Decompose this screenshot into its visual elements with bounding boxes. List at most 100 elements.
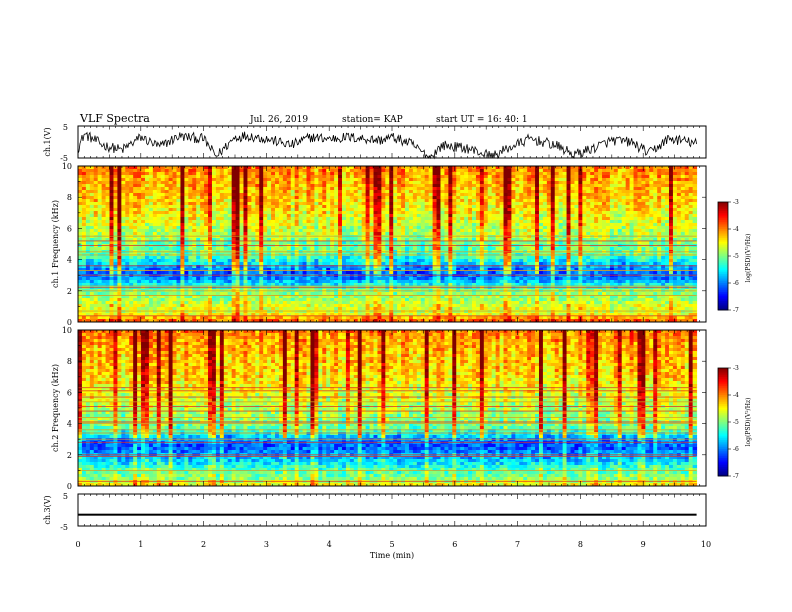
spectrogram-cell <box>235 187 241 191</box>
spectrogram-cell <box>168 172 174 176</box>
spectrogram-cell <box>495 214 501 218</box>
spectrogram-cell <box>653 205 658 209</box>
spectrogram-cell <box>290 190 296 194</box>
spectrogram-cell <box>294 208 300 212</box>
spectrogram-cell <box>389 175 394 179</box>
spectrogram-cell <box>243 169 248 173</box>
spectrogram-cell <box>613 220 619 224</box>
spectrogram-cell <box>326 172 331 176</box>
spectrogram-cell <box>365 199 371 203</box>
spectrogram-cell <box>440 217 445 221</box>
spectrogram-cell <box>251 184 256 188</box>
spectrogram-cell <box>365 208 371 212</box>
spectrogram-cell <box>598 211 603 215</box>
spectrogram-cell <box>148 229 154 233</box>
spectrogram-cell <box>649 232 654 236</box>
spectrogram-cell <box>144 229 150 233</box>
spectrogram-cell <box>436 238 441 242</box>
spectrogram-cell <box>164 187 170 191</box>
spectrogram-cell <box>81 169 87 173</box>
spectrogram-cell <box>661 229 666 233</box>
spectrogram-cell <box>523 172 528 176</box>
spectrogram-cell <box>594 220 599 224</box>
spectrogram-cell <box>464 232 469 236</box>
spectrogram-cell <box>137 247 142 251</box>
spectrogram-cell <box>322 235 327 239</box>
spectrogram-cell <box>468 166 473 170</box>
spectrogram-cell <box>507 229 512 233</box>
spectrogram-cell <box>420 211 426 215</box>
spectrogram-cell <box>440 259 445 263</box>
spectrogram-cell <box>401 238 406 242</box>
spectrogram-cell <box>684 199 690 203</box>
spectrogram-cell <box>645 247 650 251</box>
spectrogram-cell <box>314 172 319 176</box>
spectrogram-cell <box>613 235 619 239</box>
spectrogram-cell <box>349 166 355 170</box>
spectrogram-cell <box>353 190 359 194</box>
spectrogram-cell <box>566 247 571 251</box>
spectrogram-cell <box>196 235 201 239</box>
spectrogram-cell <box>389 178 394 182</box>
spectrogram-cell <box>164 232 170 236</box>
spectrogram-cell <box>605 229 611 233</box>
spectrogram-cell <box>661 211 666 215</box>
spectrogram-cell <box>397 208 402 212</box>
spectrogram-cell <box>633 256 638 260</box>
spectrogram-cell <box>361 181 367 185</box>
spectrogram-cell <box>117 169 122 173</box>
spectrogram-cell <box>318 196 323 200</box>
spectrogram-cell <box>688 181 694 185</box>
spectrogram-cell <box>294 193 300 197</box>
spectrogram-cell <box>235 196 241 200</box>
spectrogram-cell <box>479 229 485 233</box>
spectrogram-cell <box>141 235 146 239</box>
spectrogram-cell <box>156 190 162 194</box>
spectrogram-cell <box>97 247 103 251</box>
spectrogram-cell <box>208 184 213 188</box>
spectrogram-cell <box>267 175 272 179</box>
spectrogram-cell <box>152 214 158 218</box>
spectrogram-cell <box>503 184 508 188</box>
spectrogram-cell <box>152 223 158 227</box>
spectrogram-cell <box>578 196 583 200</box>
spectrogram-cell <box>365 214 371 218</box>
spectrogram-cell <box>188 226 193 230</box>
spectrogram-cell <box>381 211 386 215</box>
spectrogram-cell <box>412 202 418 206</box>
spectrogram-cell <box>609 202 615 206</box>
spectrogram-cell <box>267 229 272 233</box>
spectrogram-cell <box>566 199 571 203</box>
spectrogram-cell <box>472 205 477 209</box>
spectrogram-cell <box>633 211 638 215</box>
spectrogram-cell <box>105 214 111 218</box>
spectrogram-cell <box>176 196 181 200</box>
spectrogram-cell <box>456 184 461 188</box>
spectrogram-cell <box>456 178 461 182</box>
spectrogram-cell <box>436 223 441 227</box>
spectrogram-cell <box>598 172 603 176</box>
spectrogram-cell <box>661 241 666 245</box>
spectrogram-cell <box>602 199 607 203</box>
spectrogram-cell <box>535 166 540 170</box>
spectrogram-cell <box>290 175 296 179</box>
spectrogram-cell <box>389 181 394 185</box>
spectrogram-cell <box>255 241 260 245</box>
spectrogram-cell <box>503 175 508 179</box>
spectrogram-cell <box>617 199 623 203</box>
spectrogram-cell <box>125 205 130 209</box>
spectrogram-cell <box>554 238 560 242</box>
spectrogram-cell <box>657 187 662 191</box>
spectrogram-cell <box>298 247 304 251</box>
spectrogram-cell <box>318 175 323 179</box>
spectrogram-cell <box>294 241 300 245</box>
spectrogram-cell <box>318 169 323 173</box>
spectrogram-cell <box>511 232 516 236</box>
spectrogram-cell <box>298 166 304 170</box>
spectrogram-cell <box>369 190 374 194</box>
spectrogram-cell <box>633 238 638 242</box>
spectrogram-cell <box>302 259 308 263</box>
spectrogram-cell <box>263 208 268 212</box>
spectrogram-cell <box>550 229 556 233</box>
spectrogram-cell <box>448 232 453 236</box>
